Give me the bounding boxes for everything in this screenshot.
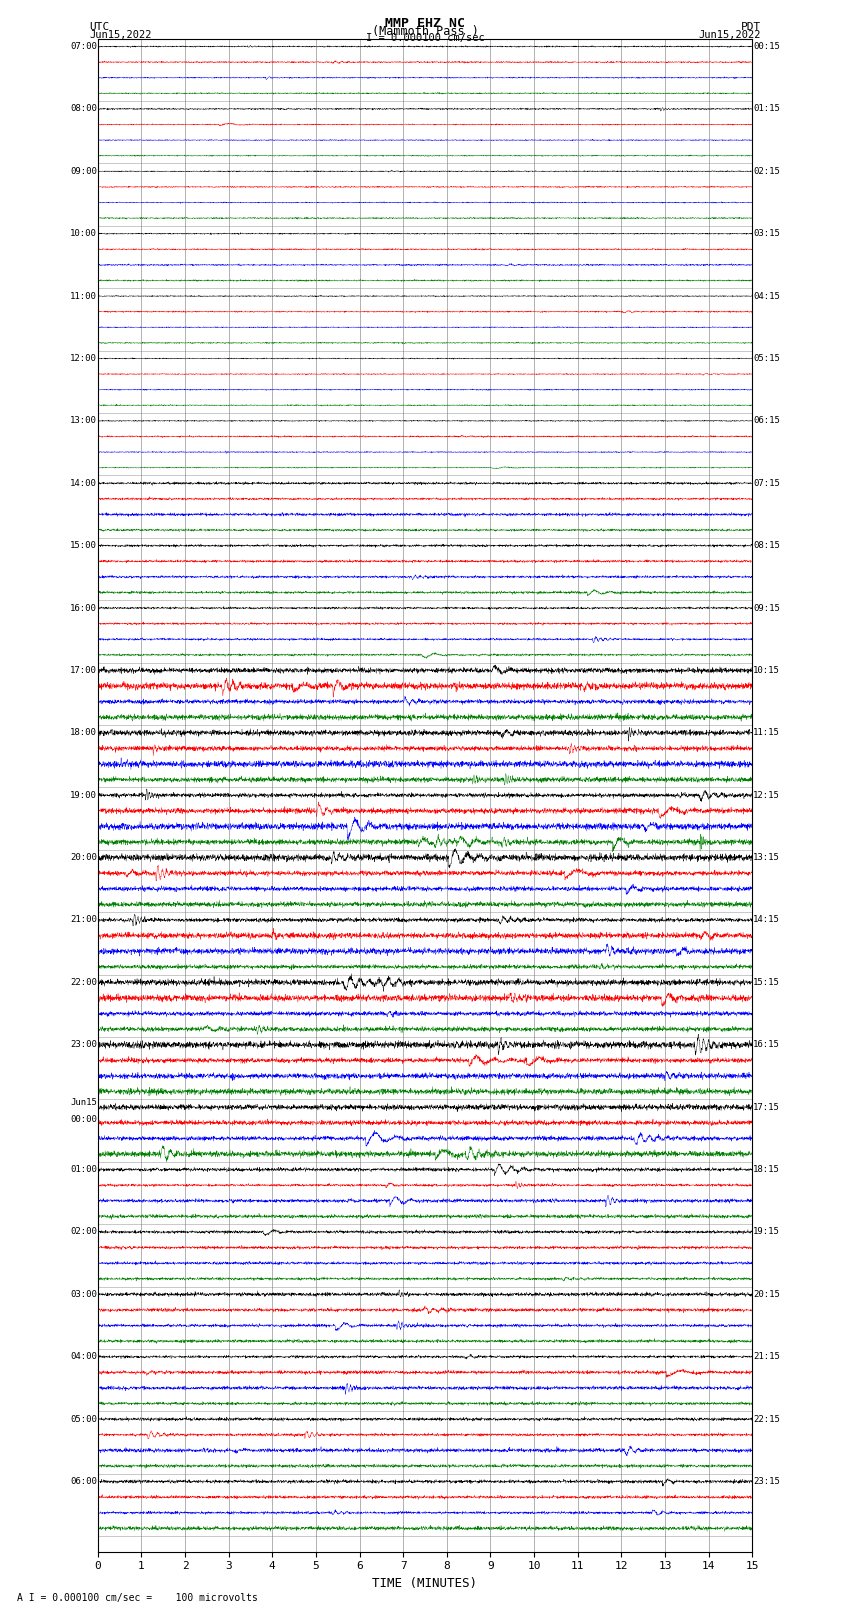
Text: I = 0.000100 cm/sec: I = 0.000100 cm/sec [366,32,484,44]
Text: 09:00: 09:00 [70,166,97,176]
Text: 21:00: 21:00 [70,916,97,924]
Text: 14:15: 14:15 [753,916,780,924]
Text: 06:15: 06:15 [753,416,780,426]
Text: 14:00: 14:00 [70,479,97,487]
Text: 19:15: 19:15 [753,1227,780,1237]
Text: Jun15,2022: Jun15,2022 [698,31,761,40]
Text: UTC: UTC [89,23,110,32]
Text: PDT: PDT [740,23,761,32]
Text: 04:00: 04:00 [70,1352,97,1361]
Text: 15:00: 15:00 [70,540,97,550]
Text: 18:15: 18:15 [753,1165,780,1174]
X-axis label: TIME (MINUTES): TIME (MINUTES) [372,1578,478,1590]
Text: 03:00: 03:00 [70,1290,97,1298]
Text: 16:15: 16:15 [753,1040,780,1050]
Text: 16:00: 16:00 [70,603,97,613]
Text: 20:00: 20:00 [70,853,97,861]
Text: 05:00: 05:00 [70,1415,97,1424]
Text: 19:00: 19:00 [70,790,97,800]
Text: 04:15: 04:15 [753,292,780,300]
Text: 02:15: 02:15 [753,166,780,176]
Text: 00:15: 00:15 [753,42,780,52]
Text: (Mammoth Pass ): (Mammoth Pass ) [371,24,479,39]
Text: 09:15: 09:15 [753,603,780,613]
Text: A I = 0.000100 cm/sec =    100 microvolts: A I = 0.000100 cm/sec = 100 microvolts [17,1594,258,1603]
Text: 18:00: 18:00 [70,729,97,737]
Text: Jun15: Jun15 [70,1098,97,1107]
Text: 02:00: 02:00 [70,1227,97,1237]
Text: 10:00: 10:00 [70,229,97,239]
Text: 12:15: 12:15 [753,790,780,800]
Text: 20:15: 20:15 [753,1290,780,1298]
Text: 13:00: 13:00 [70,416,97,426]
Text: 03:15: 03:15 [753,229,780,239]
Text: 00:00: 00:00 [70,1115,97,1124]
Text: 22:00: 22:00 [70,977,97,987]
Text: 23:00: 23:00 [70,1040,97,1050]
Text: 11:15: 11:15 [753,729,780,737]
Text: 06:00: 06:00 [70,1478,97,1486]
Text: 05:15: 05:15 [753,353,780,363]
Text: 07:00: 07:00 [70,42,97,52]
Text: 21:15: 21:15 [753,1352,780,1361]
Text: 17:00: 17:00 [70,666,97,674]
Text: 08:15: 08:15 [753,540,780,550]
Text: 01:00: 01:00 [70,1165,97,1174]
Text: MMP EHZ NC: MMP EHZ NC [385,18,465,31]
Text: 22:15: 22:15 [753,1415,780,1424]
Text: Jun15,2022: Jun15,2022 [89,31,152,40]
Text: 15:15: 15:15 [753,977,780,987]
Text: 08:00: 08:00 [70,105,97,113]
Text: 07:15: 07:15 [753,479,780,487]
Text: 12:00: 12:00 [70,353,97,363]
Text: 23:15: 23:15 [753,1478,780,1486]
Text: 01:15: 01:15 [753,105,780,113]
Text: 10:15: 10:15 [753,666,780,674]
Text: 17:15: 17:15 [753,1103,780,1111]
Text: 11:00: 11:00 [70,292,97,300]
Text: 13:15: 13:15 [753,853,780,861]
